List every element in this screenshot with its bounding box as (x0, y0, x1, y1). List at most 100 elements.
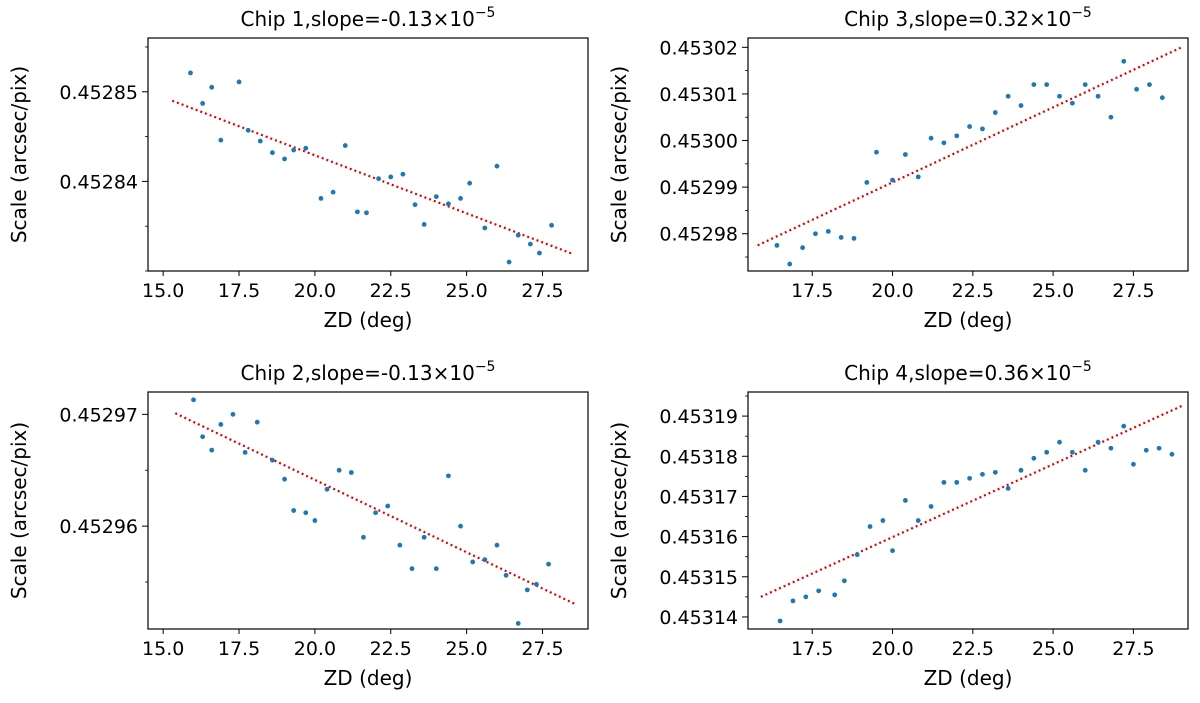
data-point (446, 201, 451, 207)
data-point (409, 566, 415, 572)
data-point (515, 232, 521, 238)
data-point (494, 163, 500, 169)
y-tick-label: 0.45302 (659, 37, 738, 59)
data-point (787, 261, 793, 267)
data-point (992, 469, 998, 475)
data-point (336, 467, 342, 473)
data-point (980, 126, 985, 132)
data-point (200, 434, 206, 440)
data-point (236, 79, 242, 85)
data-point (825, 228, 831, 234)
x-axis-label: ZD (deg) (324, 666, 413, 690)
data-point (433, 194, 439, 200)
y-axis-label: Scale (arcsec/pix) (607, 422, 631, 599)
data-point (218, 137, 224, 143)
y-tick-label: 0.45315 (659, 567, 738, 589)
data-point (412, 202, 418, 208)
data-point (1031, 455, 1037, 461)
data-point (312, 518, 318, 523)
data-point (342, 143, 348, 148)
chart-panel-2: 17.5 20.0 22.5 25.0 27.5 0.45298 0.45299 0.4530… (607, 5, 1189, 332)
data-point (941, 140, 947, 146)
data-point (1082, 467, 1088, 473)
x-tick-label: 27.5 (1112, 638, 1154, 660)
data-point (1095, 93, 1101, 99)
data-point (245, 127, 251, 133)
x-tick-label: 22.5 (370, 638, 412, 660)
data-point (291, 508, 297, 513)
data-point (1005, 93, 1011, 99)
data-point (813, 231, 818, 237)
chart-title-exponent: −5 (475, 359, 496, 375)
x-tick-label: 25.0 (445, 638, 487, 660)
x-tick-label: 27.5 (1112, 280, 1154, 302)
chart-title: Chip 1,slope=-0.13×10−5 (241, 5, 496, 31)
data-point (1108, 445, 1114, 451)
data-point (230, 411, 236, 417)
data-point (385, 503, 391, 509)
y-tick-label: 0.45284 (59, 171, 138, 193)
plot-frame (147, 391, 589, 630)
data-point (790, 598, 796, 604)
data-point (400, 171, 406, 177)
data-point (270, 457, 275, 463)
x-tick-label: 25.0 (1032, 280, 1074, 302)
y-tick-label: 0.45317 (659, 486, 738, 508)
data-point (803, 594, 809, 600)
y-tick-label: 0.45296 (59, 516, 138, 538)
y-tick-label: 0.45318 (659, 446, 738, 468)
x-tick-label: 15.0 (142, 638, 184, 660)
data-point (967, 124, 973, 129)
data-point (537, 250, 542, 256)
data-point (854, 552, 860, 558)
data-point (1018, 103, 1024, 108)
data-point (506, 259, 512, 265)
x-tick-label: 17.5 (218, 638, 260, 660)
y-axis-label: Scale (arcsec/pix) (7, 422, 31, 599)
data-point (397, 542, 403, 548)
data-point (446, 473, 451, 479)
data-point (330, 189, 336, 195)
y-tick-label: 0.45298 (659, 224, 738, 246)
data-point (851, 235, 857, 241)
x-tick-label: 20.0 (294, 638, 336, 660)
data-point (954, 133, 960, 139)
data-point (546, 561, 551, 567)
data-point (1121, 423, 1127, 429)
fit-line (760, 405, 1183, 598)
data-point (880, 518, 886, 523)
data-point (1044, 82, 1050, 87)
y-axis-label: Scale (arcsec/pix) (607, 66, 631, 243)
x-tick-label: 22.5 (370, 280, 412, 302)
x-tick-label: 15.0 (142, 280, 184, 302)
x-axis-label: ZD (deg) (324, 308, 413, 332)
data-point (388, 174, 394, 180)
data-point (1147, 82, 1152, 87)
chart-panel-3: 15.0 17.5 20.0 22.5 25.0 27.5 0.45296 0.45297 Ch… (7, 359, 589, 690)
data-point (354, 209, 360, 215)
y-tick-label: 0.45316 (659, 527, 738, 549)
data-point (800, 245, 805, 251)
data-point (524, 587, 530, 593)
data-point (941, 479, 947, 485)
chart-title: Chip 4,slope=0.36×10−5 (844, 359, 1092, 385)
data-point (433, 566, 439, 572)
x-axis-label: ZD (deg) (924, 308, 1013, 332)
data-point (777, 618, 783, 624)
data-point (503, 572, 509, 578)
data-point (915, 174, 921, 180)
data-point (348, 470, 354, 475)
x-tick-label: 17.5 (791, 638, 833, 660)
data-point (1044, 449, 1050, 455)
data-point (902, 498, 908, 503)
chart-panel-1: 15.0 17.5 20.0 22.5 25.0 27.5 0.45284 0.45285 Ch… (7, 5, 589, 332)
chart-title: Chip 2,slope=-0.13×10−5 (241, 359, 496, 385)
data-point (188, 70, 193, 76)
data-point (270, 150, 275, 156)
data-point (890, 548, 895, 554)
data-point (928, 135, 934, 141)
data-point (1159, 95, 1165, 101)
data-point (242, 449, 248, 455)
chart-title-exponent: −5 (1071, 5, 1092, 21)
y-tick-label: 0.45300 (659, 131, 738, 153)
